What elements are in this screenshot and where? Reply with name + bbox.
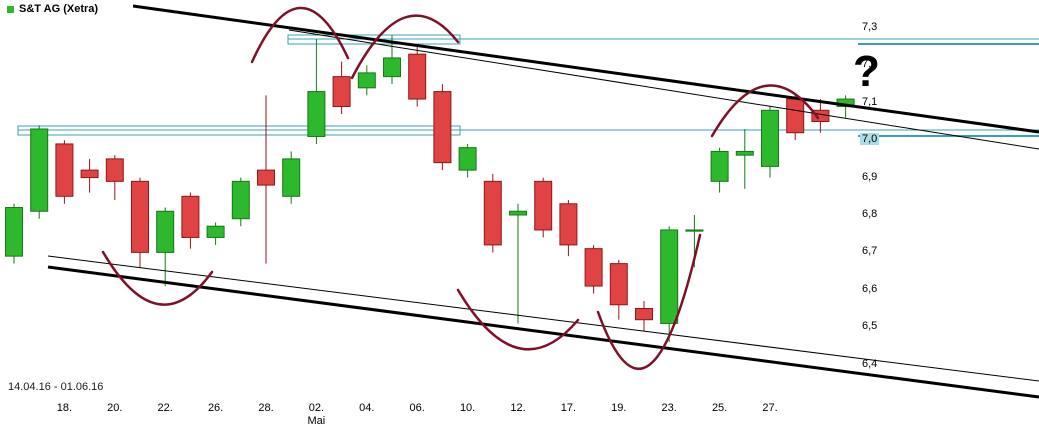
x-axis-label: 25. <box>711 402 728 414</box>
candle-body <box>609 263 628 306</box>
candle-body <box>534 180 553 231</box>
x-axis-label: 23. <box>661 402 677 414</box>
candle-body <box>433 91 452 164</box>
x-axis-label: 02. <box>308 402 325 414</box>
candle-body <box>559 203 578 246</box>
x-axis-label: 27. <box>762 402 778 414</box>
swing-arc-annotation <box>596 233 702 371</box>
candle-body <box>181 195 200 238</box>
candle-body <box>458 147 477 171</box>
x-axis-label: 19. <box>611 402 627 414</box>
x-axis: 18. 20. 22. 26. 28. 02. 04. 06. 10. 12. 17. 19. 23. 2… <box>0 402 1039 427</box>
candle-body <box>483 180 502 246</box>
y-axis-label: 6,7 <box>862 245 878 258</box>
x-axis-label: 12. <box>510 402 526 414</box>
candle-body <box>357 72 376 89</box>
candle-body <box>735 150 754 156</box>
trend-line <box>132 4 1039 134</box>
x-axis-month-label: Mai <box>307 415 326 427</box>
candle-body <box>5 207 23 257</box>
legend-swatch <box>7 5 14 13</box>
y-axis-label: 7,1 <box>862 95 878 108</box>
date-range-label: 14.04.16 - 01.06.16 <box>8 381 104 393</box>
candle-body <box>80 169 99 179</box>
candle-body <box>685 229 704 232</box>
x-axis-label: 10. <box>459 402 476 414</box>
candle-body <box>282 158 301 197</box>
candle-body <box>761 109 779 167</box>
candle-body <box>332 76 351 108</box>
candle-body <box>131 180 149 253</box>
candle-body <box>383 57 401 78</box>
candle-body <box>584 248 603 287</box>
x-axis-label: 18. <box>56 402 73 414</box>
trend-line <box>47 265 1039 399</box>
candle-body <box>30 128 49 212</box>
x-axis-label: 28. <box>258 402 274 414</box>
y-axis: 7,3 7,2 7,1 7,0 6,9 6,8 6,7 6,6 6,5 6,4 <box>860 0 900 427</box>
candle-body <box>206 225 225 238</box>
candle-body <box>408 53 427 100</box>
candle-body <box>231 180 250 220</box>
y-axis-label: 6,5 <box>862 320 878 333</box>
y-axis-label: 6,8 <box>862 208 878 220</box>
y-axis-label: 7,0 <box>860 133 880 146</box>
candle-body <box>257 169 275 186</box>
candle-body <box>307 91 326 137</box>
candle-body <box>786 98 805 134</box>
x-axis-label: 26. <box>207 402 224 414</box>
y-axis-label: 7,3 <box>862 21 878 33</box>
swing-arc-annotation <box>710 84 820 138</box>
candle-body <box>509 210 527 216</box>
swing-arc-annotation <box>101 250 214 306</box>
y-axis-label: 6,9 <box>862 170 878 183</box>
x-axis-label: 06. <box>409 402 425 414</box>
y-axis-label: 6,4 <box>862 357 878 370</box>
candle-body <box>105 158 124 182</box>
x-axis-label: 20. <box>107 402 123 414</box>
x-axis-label: 04. <box>359 402 375 414</box>
trend-line <box>288 29 1039 150</box>
candle-body <box>660 229 679 324</box>
swing-arc-annotation <box>250 6 350 64</box>
swing-arc-annotation <box>350 14 460 80</box>
question-mark-annotation: ? <box>853 47 880 96</box>
candle-body <box>55 143 74 197</box>
candle-body <box>156 210 175 253</box>
y-axis-label: 6,6 <box>862 282 878 295</box>
candle-body <box>710 150 729 182</box>
trend-line <box>47 255 1039 382</box>
x-axis-label: 17. <box>560 402 577 414</box>
candle-body <box>635 308 653 321</box>
instrument-name: S&T AG (Xetra) <box>19 3 99 15</box>
swing-arc-annotation <box>456 288 580 351</box>
chart-legend: S&T AG (Xetra) <box>7 3 98 15</box>
y-axis-label: 7,2 <box>862 58 878 71</box>
x-axis-label: 22. <box>157 402 173 414</box>
